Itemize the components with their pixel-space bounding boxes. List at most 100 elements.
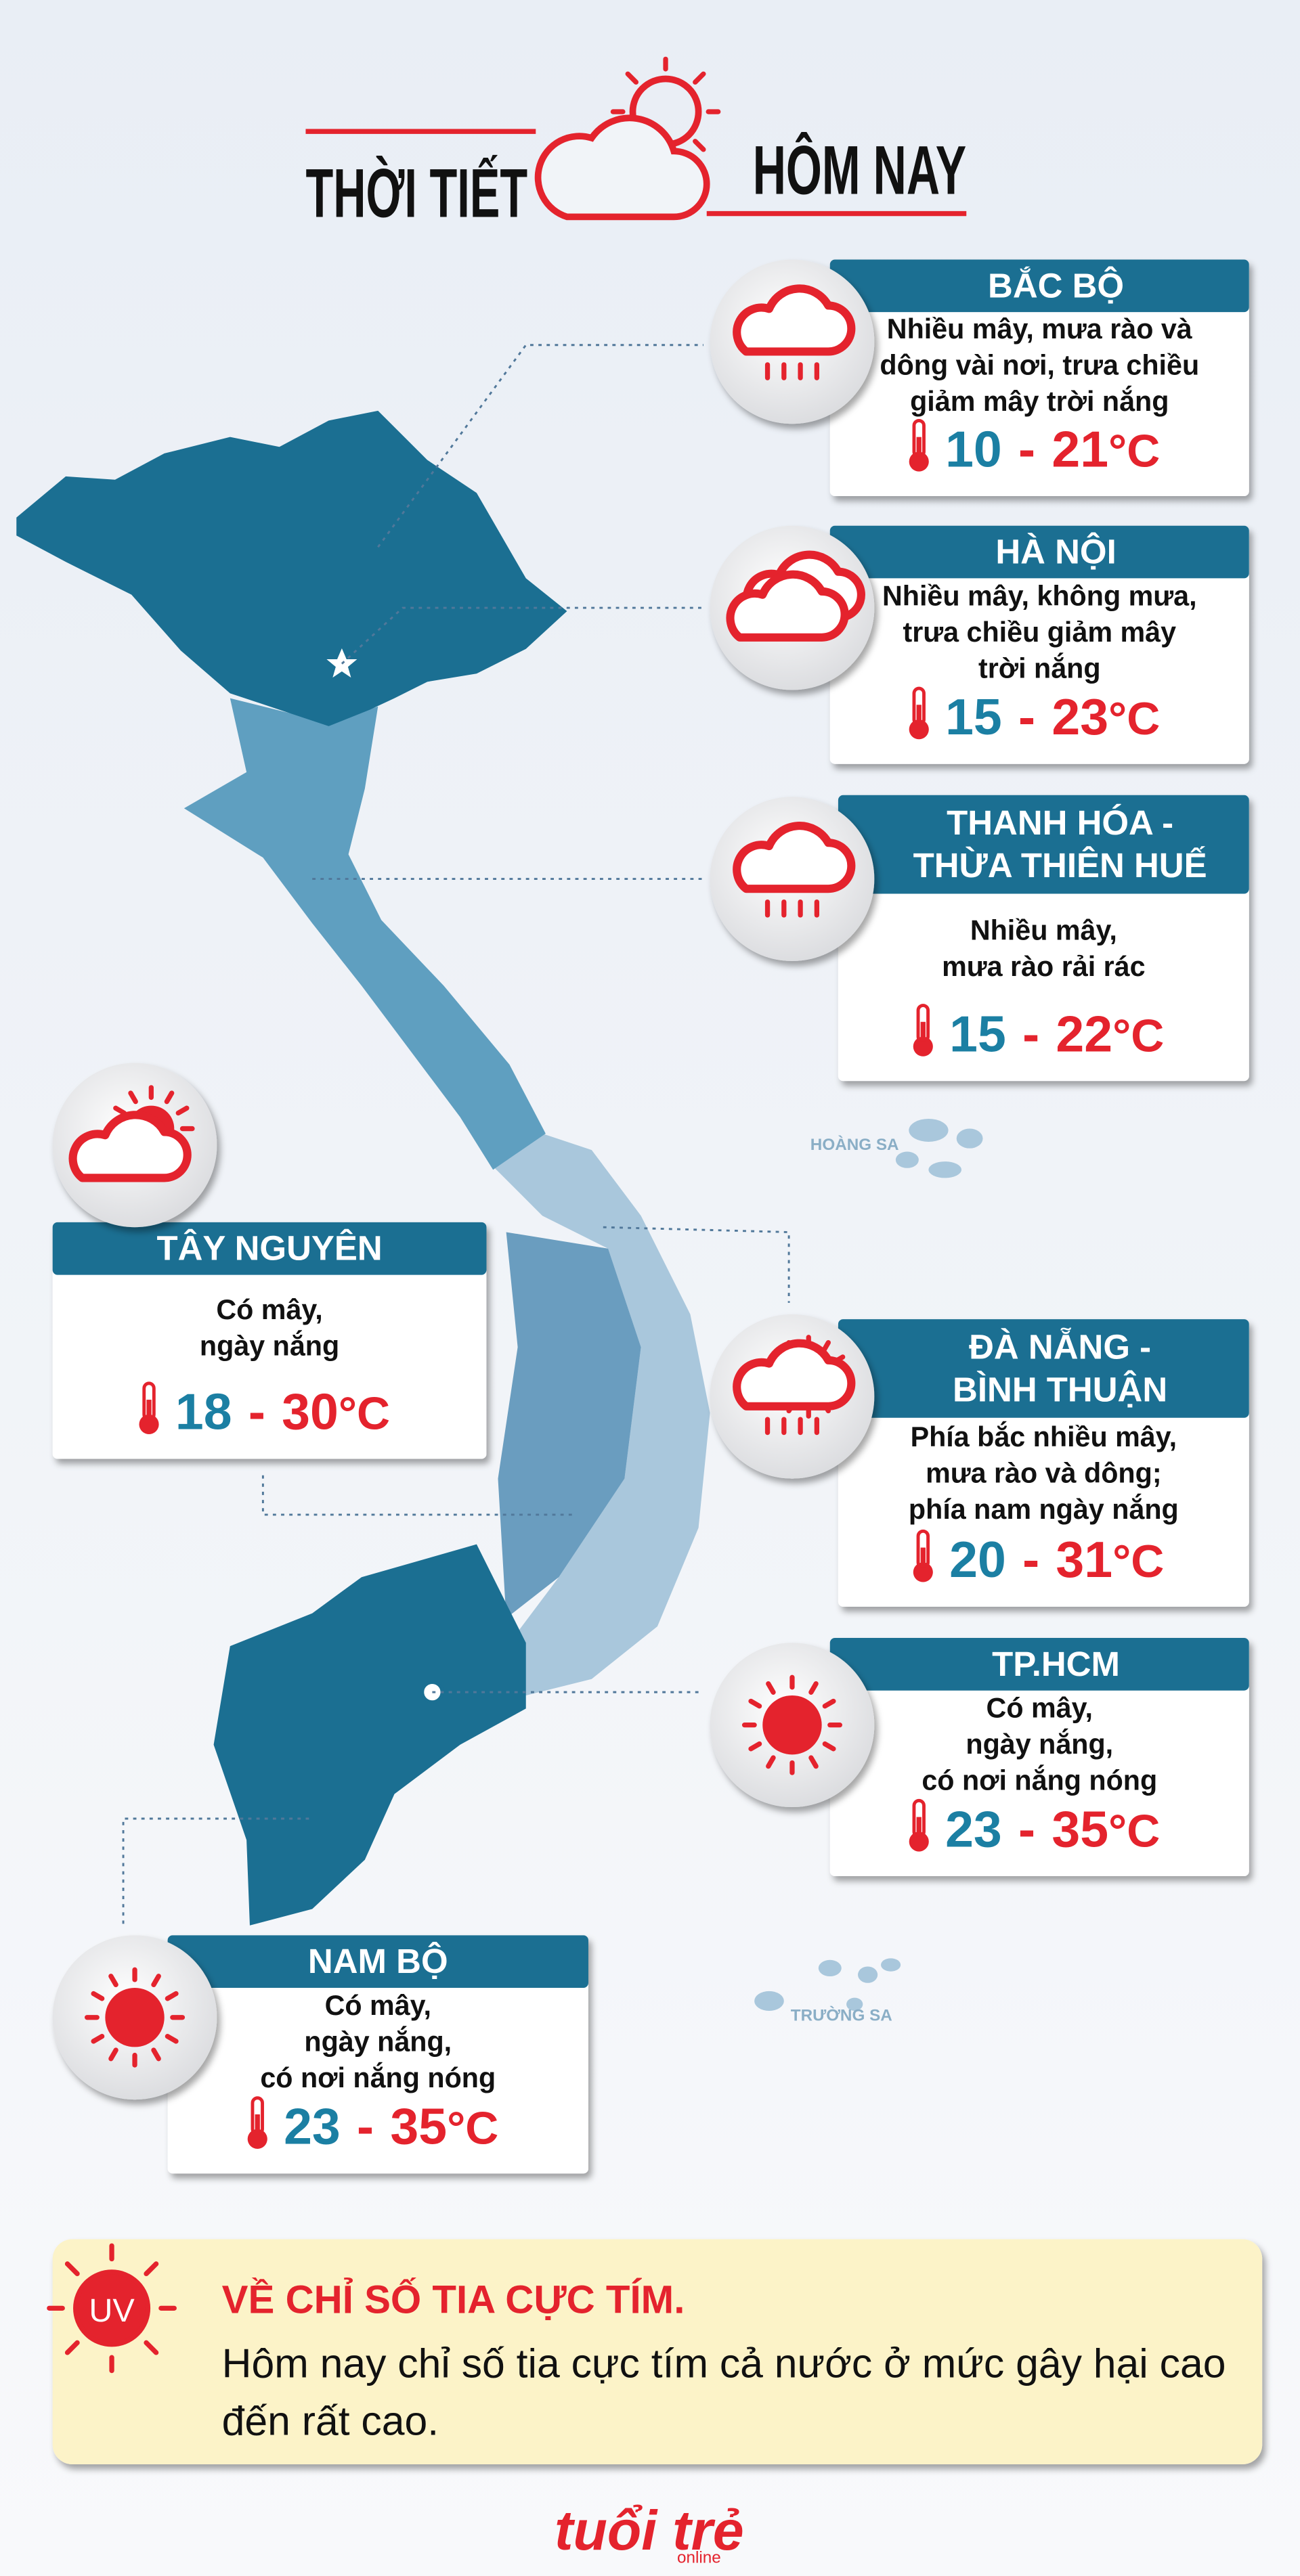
card-header: [838, 795, 1249, 894]
leader-lines: [122, 344, 790, 1928]
cloud: [733, 1339, 856, 1411]
weather-icon: [710, 1643, 875, 1808]
card-body: [167, 1935, 588, 2174]
card-header: [167, 1935, 588, 1989]
card-header: [838, 1319, 1249, 1418]
sun: [762, 1695, 822, 1755]
sun-ray: [108, 1974, 118, 1988]
thermometer-bulb: [909, 1831, 929, 1852]
region-description: trời nắng: [978, 652, 1101, 684]
temperature: 23-35°C: [284, 2098, 498, 2155]
cloud: [726, 570, 849, 642]
temp-high: 22: [1056, 1005, 1112, 1062]
sun: [105, 1988, 165, 2047]
cloud: [733, 822, 856, 893]
region-description: mưa rào rải rác: [942, 951, 1145, 982]
temperature: 20-31°C: [949, 1531, 1164, 1588]
temp-high: 35: [1052, 1800, 1108, 1857]
temp-unit: °C: [1112, 1536, 1164, 1587]
sun-ray: [808, 1755, 819, 1769]
temp-dash: -: [1022, 1005, 1039, 1062]
uv-icon: [47, 2243, 177, 2374]
sun-ray: [91, 2033, 105, 2044]
thermometer-bulb: [139, 1414, 159, 1435]
temp-unit: °C: [447, 2103, 498, 2154]
sun-ray: [128, 1090, 138, 1105]
sun-ray: [164, 1090, 175, 1105]
card-header: [829, 525, 1249, 579]
weather-icon: [710, 525, 875, 690]
region-description: có nơi nắng nóng: [922, 1765, 1157, 1796]
thermometer-bulb: [247, 2129, 267, 2149]
region-card: TP.HCM Có mây, ngày nắng, có nơi nắng nóng 2…: [829, 1638, 1249, 1876]
region-description: có nơi nắng nóng: [260, 2062, 496, 2093]
temp-dash: -: [1022, 1531, 1039, 1588]
card-header: [52, 1222, 487, 1275]
region-description: Nhiều mây, không mưa,: [882, 580, 1197, 611]
card-body: [52, 1222, 487, 1459]
region-description: Nhiều mây, mưa rào và: [887, 313, 1193, 345]
temp-unit: °C: [339, 1388, 390, 1440]
weather-icon: [710, 259, 875, 424]
region-description: Có mây,: [325, 1990, 431, 2021]
map-label: HOÀNG SA: [810, 1135, 899, 1154]
region-name: THỪA THIÊN HUẾ: [913, 845, 1207, 885]
weather-icon: [710, 1314, 875, 1479]
region-description: Có mây,: [216, 1294, 322, 1325]
card-body: [829, 525, 1249, 764]
thermometer-fill: [920, 1547, 926, 1568]
thermometer-bulb: [909, 451, 929, 472]
temp-high: 35: [390, 2098, 447, 2155]
thermometer-bulb: [909, 719, 929, 740]
temp-low: 10: [945, 420, 1002, 477]
region-name: BÌNH THUẬN: [953, 1369, 1167, 1408]
region-description: phía nam ngày nắng: [909, 1494, 1179, 1525]
uv-box: [52, 2239, 1263, 2464]
temperature: 10-21°C: [945, 420, 1160, 477]
region-description: dông vài nơi, trưa chiều: [880, 349, 1199, 380]
weather-icon: [52, 1935, 217, 2100]
region-description: ngày nắng: [200, 1331, 339, 1362]
weather-icon: [52, 1063, 217, 1228]
temp-unit: °C: [1112, 1010, 1164, 1061]
region-card: THANH HÓA -THỪA THIÊN HUẾ Nhiều mây, mưa r…: [838, 795, 1249, 1082]
region-card: HÀ NỘI Nhiều mây, không mưa, trưa chiều gi…: [829, 525, 1249, 764]
region-name: THANH HÓA -: [947, 803, 1173, 842]
card-header: [829, 259, 1249, 313]
logo-sub: online: [677, 2549, 721, 2567]
temp-dash: -: [1018, 1800, 1035, 1857]
temperature: 15-23°C: [945, 688, 1160, 745]
thermometer-fill: [920, 1021, 926, 1042]
temperature: 18-30°C: [175, 1383, 390, 1440]
temp-low: 15: [945, 688, 1002, 745]
temp-dash: -: [1018, 420, 1035, 477]
header-title: HÔM NAY: [753, 131, 967, 208]
weather-icon: [710, 797, 875, 961]
region-description: Phía bắc nhiều mây,: [911, 1421, 1177, 1452]
temp-dash: -: [357, 2098, 374, 2155]
temp-high: 31: [1056, 1531, 1112, 1588]
temp-low: 20: [949, 1531, 1006, 1588]
temp-low: 23: [945, 1800, 1002, 1857]
thermometer-fill: [255, 2114, 260, 2135]
region-description: Có mây,: [987, 1693, 1093, 1724]
temp-unit: °C: [1108, 425, 1160, 476]
map: HOÀNG SA TRƯỜNG SA: [16, 344, 983, 2025]
temp-low: 15: [949, 1005, 1006, 1062]
region-name: TÂY NGUYÊN: [156, 1228, 382, 1268]
region-description: ngày nắng,: [304, 2026, 452, 2057]
sun-ray: [108, 2047, 118, 2062]
region-name: TP.HCM: [992, 1645, 1120, 1683]
region-description: ngày nắng,: [966, 1729, 1113, 1760]
region-name: BẮC BỘ: [988, 265, 1124, 305]
card-body: [829, 1638, 1249, 1876]
uv-title: VỀ CHỈ SỐ TIA CỰC TÍM.: [222, 2278, 685, 2322]
thermometer-fill: [916, 437, 922, 457]
header-icon: [534, 56, 721, 221]
sun-ray: [748, 1741, 762, 1752]
cloud: [68, 1111, 192, 1182]
sun-ray: [808, 1681, 819, 1695]
sun-ray: [748, 1698, 762, 1709]
region-name: HÀ NỘI: [995, 532, 1116, 571]
